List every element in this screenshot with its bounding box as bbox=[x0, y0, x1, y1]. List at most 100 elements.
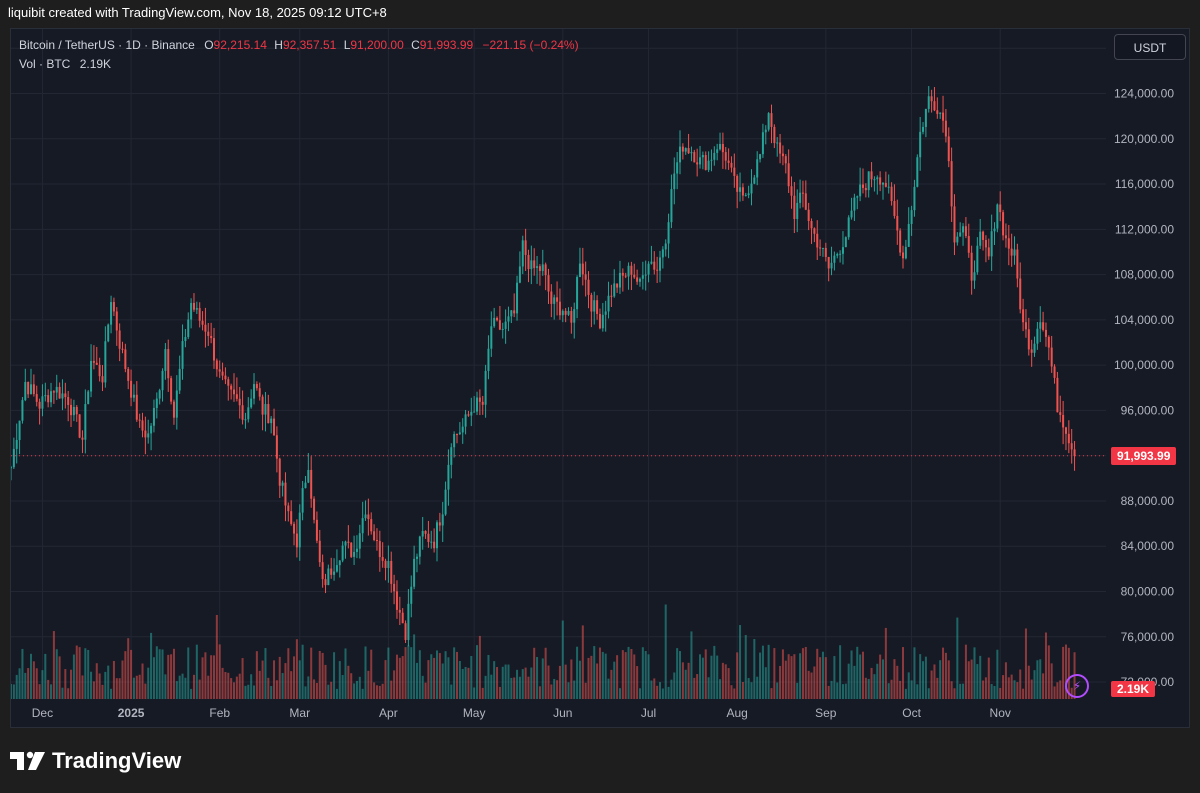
candle-body bbox=[870, 171, 873, 180]
candle-body bbox=[310, 469, 313, 499]
candle-body bbox=[381, 557, 384, 561]
volume-bar bbox=[307, 676, 310, 699]
volume-bar bbox=[567, 682, 570, 699]
candle-body bbox=[261, 396, 264, 415]
volume-bar bbox=[850, 650, 853, 699]
volume-bar bbox=[255, 651, 258, 699]
y-tick-label: 104,000.00 bbox=[1114, 313, 1174, 327]
candle-body bbox=[58, 386, 61, 399]
candle-body bbox=[421, 530, 424, 537]
candle-body bbox=[395, 591, 398, 610]
candle-body bbox=[516, 282, 519, 314]
candle-body bbox=[353, 551, 356, 557]
candle-body bbox=[784, 156, 787, 164]
volume-bar bbox=[601, 651, 604, 699]
candle-body bbox=[1002, 212, 1005, 236]
candle-body bbox=[490, 326, 493, 349]
candle-body bbox=[699, 157, 702, 165]
volume-bar bbox=[467, 667, 470, 699]
volume-bar bbox=[873, 674, 876, 699]
volume-bar bbox=[927, 688, 930, 699]
candle-body bbox=[415, 556, 418, 559]
volume-bar bbox=[756, 676, 759, 699]
candle-body bbox=[776, 142, 779, 144]
symbol-title[interactable]: Bitcoin / TetherUS · 1D · Binance bbox=[19, 38, 195, 52]
volume-bar bbox=[470, 655, 473, 699]
candle-body bbox=[135, 394, 138, 420]
currency-button[interactable]: USDT bbox=[1114, 34, 1186, 60]
candle-body bbox=[264, 404, 267, 415]
volume-bar bbox=[384, 660, 387, 699]
volume-bar bbox=[158, 649, 161, 699]
volume-bar bbox=[807, 670, 810, 699]
volume-bar bbox=[564, 664, 567, 699]
volume-bar bbox=[12, 684, 15, 699]
candle-body bbox=[979, 231, 982, 246]
volume-bar bbox=[433, 657, 436, 699]
candle-body bbox=[679, 146, 682, 163]
close-key: C bbox=[411, 38, 420, 52]
volume-bar bbox=[72, 654, 75, 699]
candle-body bbox=[970, 252, 973, 281]
candle-body bbox=[484, 370, 487, 405]
volume-bar bbox=[161, 649, 164, 699]
candle-body bbox=[781, 153, 784, 157]
volume-bar bbox=[730, 685, 733, 699]
tradingview-logo: TradingView bbox=[10, 748, 181, 774]
candle-body bbox=[924, 108, 927, 127]
candle-body bbox=[896, 215, 899, 231]
volume-bar bbox=[747, 678, 750, 699]
candle-body bbox=[550, 291, 553, 304]
volume-bar bbox=[101, 684, 104, 699]
candle-body bbox=[621, 272, 624, 276]
candle-body bbox=[81, 437, 84, 440]
volume-bar bbox=[58, 656, 61, 699]
candle-body bbox=[596, 300, 599, 314]
candle-body bbox=[358, 533, 361, 549]
volume-bar bbox=[430, 654, 433, 699]
candle-body bbox=[836, 254, 839, 256]
candle-body bbox=[438, 522, 441, 526]
volume-bar bbox=[461, 668, 464, 699]
volume-label[interactable]: Vol · BTC bbox=[19, 57, 71, 71]
volume-bar bbox=[121, 660, 124, 699]
volume-bar bbox=[321, 652, 324, 699]
volume-bar bbox=[47, 679, 50, 699]
candle-body bbox=[401, 612, 404, 624]
candle-body bbox=[341, 545, 344, 561]
lightning-icon[interactable]: ⚡ bbox=[1065, 674, 1089, 698]
volume-bar bbox=[95, 663, 98, 699]
candle-body bbox=[404, 623, 407, 640]
candle-body bbox=[821, 247, 824, 249]
volume-bar bbox=[450, 684, 453, 699]
candle-body bbox=[624, 275, 627, 277]
volume-bar bbox=[90, 671, 93, 699]
chart-panel[interactable]: 72,000.0076,000.0080,000.0084,000.0088,0… bbox=[10, 28, 1190, 728]
candle-body bbox=[1073, 449, 1076, 456]
candle-body bbox=[567, 310, 570, 315]
candle-body bbox=[318, 540, 321, 563]
candle-body bbox=[910, 210, 913, 224]
candlestick-chart[interactable]: 72,000.0076,000.0080,000.0084,000.0088,0… bbox=[11, 29, 1190, 728]
candle-body bbox=[350, 542, 353, 557]
volume-bar bbox=[501, 666, 504, 699]
volume-bar bbox=[401, 656, 404, 699]
candle-body bbox=[676, 162, 679, 174]
volume-bar bbox=[127, 638, 130, 699]
candle-body bbox=[1030, 349, 1033, 353]
volume-bar bbox=[764, 667, 767, 699]
volume-bar bbox=[847, 663, 850, 699]
volume-bar bbox=[464, 667, 467, 699]
candle-body bbox=[12, 448, 15, 468]
volume-bar bbox=[253, 685, 256, 699]
candle-body bbox=[278, 458, 281, 486]
candle-body bbox=[533, 260, 536, 268]
candle-body bbox=[87, 391, 90, 405]
candle-body bbox=[158, 390, 161, 399]
volume-bar bbox=[444, 651, 447, 699]
candle-body bbox=[950, 161, 953, 207]
volume-bar bbox=[647, 654, 650, 699]
candle-body bbox=[67, 397, 70, 405]
candle-body bbox=[641, 275, 644, 279]
candle-body bbox=[673, 173, 676, 190]
